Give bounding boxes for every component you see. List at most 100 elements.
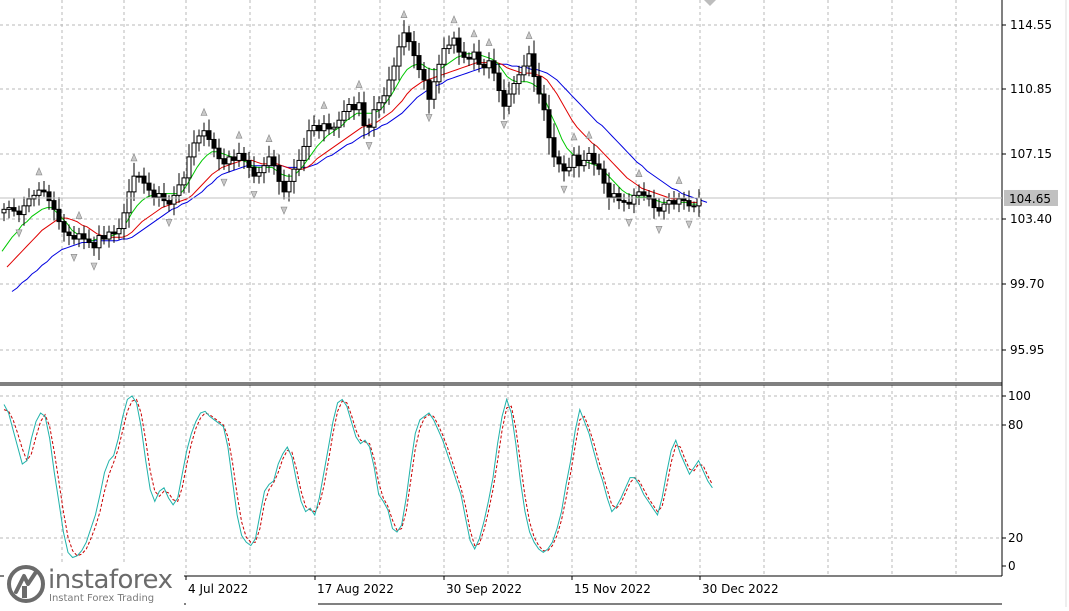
candle: [596, 153, 602, 176]
candle-body-bull: [586, 152, 592, 161]
fractal-up-marker: [485, 37, 493, 46]
fractal-down-marker: [280, 206, 288, 215]
candle: [511, 76, 517, 104]
fractal-up-marker: [635, 168, 643, 177]
candle: [351, 96, 357, 120]
candle: [161, 182, 167, 208]
candle: [1, 203, 7, 222]
candle-body-bull: [21, 205, 27, 216]
candle: [606, 172, 612, 210]
candle-body-bull: [121, 212, 127, 230]
candle-body-bear: [51, 200, 57, 210]
candle: [46, 184, 52, 210]
candle-body-bear: [216, 147, 222, 160]
candle: [421, 62, 427, 90]
candle: [361, 91, 367, 139]
price-tick-label: 103.40: [1010, 212, 1052, 226]
price-tick-label: 99.70: [1010, 277, 1044, 291]
candlestick-series: [1, 20, 702, 261]
stochastic-tick-label: 100: [1008, 389, 1031, 403]
candle-body-bull: [76, 233, 82, 240]
candle-body-bull: [511, 83, 517, 95]
candle: [186, 144, 192, 193]
candle-body-bear: [206, 130, 212, 140]
candle-body-bull: [311, 124, 317, 132]
candle-body-bull: [301, 145, 307, 161]
candle-body-bull: [236, 152, 242, 161]
fractal-up-marker: [75, 210, 83, 219]
candle: [516, 65, 522, 95]
candle: [246, 151, 252, 179]
candle: [446, 35, 452, 55]
fractal-down-marker: [625, 219, 633, 228]
candle-body-bear: [576, 154, 582, 167]
candle: [206, 119, 212, 147]
candle: [656, 197, 662, 217]
candle-body-bear: [281, 180, 287, 193]
stochastic-tick-label: 20: [1008, 531, 1023, 545]
candle-body-bull: [136, 175, 142, 178]
candle-body-bull: [526, 53, 532, 67]
candle-body-bear: [466, 56, 472, 60]
candle: [306, 119, 312, 160]
candle-body-bear: [161, 193, 167, 202]
candle-body-bear: [366, 124, 372, 128]
candle-body-bear: [211, 138, 217, 149]
candle-body-bear: [651, 198, 657, 209]
candle: [666, 193, 672, 214]
fractal-down-marker: [560, 185, 568, 194]
candle: [226, 150, 232, 173]
candle-body-bull: [566, 166, 572, 172]
candle-body-bull: [401, 32, 407, 48]
candle: [576, 145, 582, 178]
candle-body-bull: [1, 208, 7, 214]
candle: [201, 122, 207, 147]
candle: [686, 190, 692, 212]
candle-body-bull: [346, 104, 352, 112]
candle: [156, 186, 162, 207]
candle: [36, 182, 42, 206]
candle: [66, 224, 72, 246]
candle-body-bear: [61, 221, 67, 233]
candle: [671, 190, 677, 210]
candle-body-bull: [291, 168, 297, 182]
candle-body-bull: [506, 93, 512, 107]
candle: [386, 66, 392, 105]
candle-body-bull: [336, 119, 342, 128]
candle: [336, 111, 342, 138]
candle: [221, 148, 227, 170]
candle-body-bull: [341, 110, 347, 121]
candle-body-bull: [696, 197, 702, 207]
fractal-down-marker: [655, 226, 663, 235]
candle: [551, 123, 557, 168]
stochastic-lines: [3, 395, 713, 559]
fractal-down-marker: [70, 253, 78, 263]
candle: [231, 149, 237, 171]
price-tick-label: 110.85: [1010, 82, 1052, 96]
candle: [456, 27, 462, 65]
candle: [611, 184, 617, 203]
fractal-up-marker: [35, 167, 43, 176]
candle: [61, 214, 67, 242]
candle-body-bull: [331, 126, 337, 130]
candle: [411, 30, 417, 69]
stochastic-axis: 100 80 20 0: [1002, 389, 1031, 573]
candle: [211, 132, 217, 158]
candle: [106, 225, 112, 248]
candle-body-bear: [241, 152, 247, 161]
candle: [346, 98, 352, 121]
candle-body-bull: [376, 102, 382, 111]
fractal-up-marker: [355, 79, 363, 88]
candle-body-bear: [686, 200, 692, 207]
candle-body-bull: [191, 142, 197, 158]
candle-body-bull: [96, 235, 102, 249]
candle: [136, 171, 142, 183]
price-tick-label: 95.95: [1010, 343, 1044, 357]
candle: [496, 63, 502, 103]
candle-body-bull: [106, 231, 112, 240]
candle: [626, 193, 632, 209]
candle: [451, 31, 457, 54]
candle: [541, 84, 547, 121]
candle-body-bear: [641, 191, 647, 196]
candle: [331, 122, 337, 136]
